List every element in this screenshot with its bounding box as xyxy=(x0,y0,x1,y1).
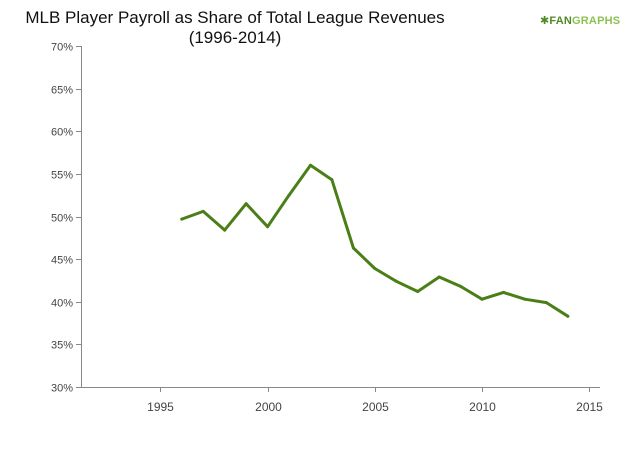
data-point xyxy=(351,246,355,250)
data-point xyxy=(459,284,463,288)
chart-title: MLB Player Payroll as Share of Total Lea… xyxy=(0,8,470,48)
y-tick-label: 55% xyxy=(51,170,73,182)
data-point xyxy=(566,314,570,318)
data-point xyxy=(223,228,227,232)
x-tick-label: 1995 xyxy=(147,400,174,414)
fangraphs-logo-graphs: GRAPHS xyxy=(572,15,621,27)
y-tick-label: 40% xyxy=(51,298,73,310)
data-point xyxy=(373,267,377,270)
y-tick-label: 70% xyxy=(51,42,73,54)
data-point xyxy=(201,209,205,213)
data-point xyxy=(502,290,505,294)
fangraphs-logo-mark: ✱ xyxy=(540,15,550,27)
chart-title-line1: MLB Player Payroll as Share of Total Lea… xyxy=(25,8,445,27)
y-tick-label: 30% xyxy=(51,383,73,395)
data-point xyxy=(394,279,398,283)
data-point xyxy=(244,202,248,206)
data-point xyxy=(544,301,548,305)
data-point xyxy=(287,193,291,197)
chart-title-line2: (1996-2014) xyxy=(188,28,282,47)
data-point xyxy=(523,297,527,301)
data-point xyxy=(180,217,184,221)
x-tick-label: 2005 xyxy=(362,400,389,414)
fangraphs-logo-fan: FAN xyxy=(549,15,573,27)
y-tick-label: 65% xyxy=(51,85,73,97)
y-tick-label: 50% xyxy=(51,213,73,225)
y-tick-label: 45% xyxy=(51,255,73,267)
x-tick-label: 2000 xyxy=(255,400,282,414)
y-tick-label: 35% xyxy=(51,340,73,352)
y-tick-label: 60% xyxy=(51,127,73,139)
data-point xyxy=(309,163,312,167)
data-point xyxy=(437,275,441,279)
series-line xyxy=(180,163,570,318)
data-point xyxy=(480,297,484,301)
x-tick-label: 2010 xyxy=(469,400,496,414)
data-point xyxy=(416,290,420,293)
data-point xyxy=(330,178,334,182)
data-point xyxy=(266,225,270,229)
x-tick-label: 2015 xyxy=(576,400,603,414)
fangraphs-logo: ✱FANGRAPHS xyxy=(540,14,620,27)
